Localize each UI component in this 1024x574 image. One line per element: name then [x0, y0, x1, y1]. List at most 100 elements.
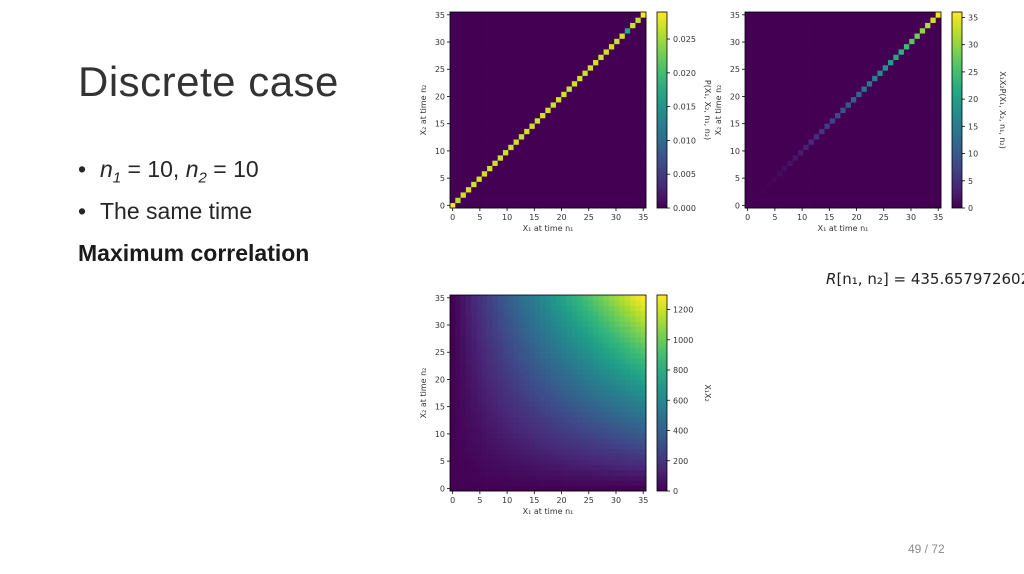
heatmap-cell [450, 379, 456, 386]
heatmap-cell [460, 316, 467, 322]
heatmap-cell [635, 390, 642, 396]
heatmap-cell [487, 202, 493, 209]
heatmap-cell [866, 117, 873, 124]
heatmap-cell [635, 332, 642, 338]
heatmap-cell [471, 459, 477, 465]
heatmap-cell [534, 300, 541, 306]
heatmap-cell [813, 202, 820, 209]
heatmap-cell [566, 12, 573, 18]
heatmap-cell [630, 139, 636, 145]
heatmap-cell [502, 43, 509, 50]
heatmap-cell [771, 27, 778, 34]
heatmap-cell [587, 295, 594, 301]
heatmap-cell [529, 59, 536, 66]
heatmap-cell [561, 139, 567, 145]
heatmap-cell [630, 133, 636, 140]
heatmap-cell [513, 337, 520, 344]
heatmap-cell [540, 176, 546, 182]
heatmap-cell [465, 64, 472, 71]
heatmap-cell [608, 358, 615, 365]
heatmap-cell [513, 80, 520, 87]
heatmap-cell [630, 192, 636, 198]
heatmap-cell [571, 443, 578, 449]
heatmap-cell [497, 33, 504, 39]
heatmap-cell [450, 12, 456, 18]
heatmap-cell [476, 363, 483, 370]
heatmap-cell [630, 395, 636, 402]
heatmap-cell [529, 202, 536, 209]
heatmap-cell [787, 133, 794, 140]
heatmap-cell [877, 102, 884, 108]
heatmap-cell [571, 202, 578, 209]
heatmap-cell [471, 448, 477, 455]
heatmap-cell [540, 49, 546, 55]
heatmap-cell [624, 385, 631, 391]
heatmap-cell [882, 202, 889, 209]
heatmap-cell [534, 464, 541, 471]
heatmap-cell [465, 176, 472, 182]
heatmap-cell [534, 469, 541, 476]
heatmap-cell [903, 139, 910, 145]
heatmap-cell [524, 316, 530, 322]
heatmap-cell [888, 197, 894, 204]
heatmap-cell [640, 59, 647, 66]
heatmap-cell [487, 170, 493, 177]
heatmap-cell [524, 300, 530, 306]
heatmap-cell [540, 432, 546, 439]
heatmap-cell [481, 123, 488, 129]
heatmap-cell [792, 43, 799, 50]
heatmap-cell [829, 117, 836, 124]
heatmap-cell [598, 17, 604, 23]
heatmap-cell [492, 337, 499, 344]
heatmap-cell [481, 406, 488, 412]
heatmap-cell [598, 395, 604, 402]
heatmap-cell [872, 33, 878, 39]
heatmap-cell [771, 123, 778, 129]
heatmap-cell [540, 102, 546, 108]
heatmap-cell [582, 390, 589, 396]
heatmap-cell [745, 160, 751, 166]
heatmap-cell [529, 17, 536, 23]
heatmap-cell [888, 149, 894, 156]
heatmap-cell [502, 385, 509, 391]
heatmap-cell [619, 316, 626, 322]
heatmap-cell [888, 160, 894, 166]
heatmap-cell [608, 369, 615, 375]
heatmap-cell [803, 176, 809, 182]
heatmap-cell [640, 321, 647, 328]
heatmap-cell [555, 464, 562, 471]
heatmap-cell [829, 186, 836, 193]
heatmap-cell [803, 17, 809, 23]
heatmap-cell [619, 453, 626, 460]
heatmap-cell [813, 49, 820, 55]
heatmap-cell [577, 459, 583, 465]
heatmap-cell [529, 411, 536, 418]
heatmap-cell [776, 144, 783, 151]
heatmap-cell [608, 59, 615, 66]
heatmap-cell [782, 155, 788, 161]
heatmap-cell [619, 181, 626, 188]
heatmap-cell [460, 17, 467, 23]
heatmap-cell [835, 128, 841, 135]
heatmap-cell [450, 438, 456, 444]
heatmap-cell [540, 59, 546, 66]
heatmap-cell [898, 59, 905, 66]
heatmap-cell [619, 144, 626, 151]
heatmap-cell [561, 385, 567, 391]
heatmap-cell [471, 128, 477, 135]
heatmap-cell [555, 197, 562, 204]
heatmap-cell [566, 91, 573, 98]
heatmap-cell [566, 202, 573, 209]
heatmap-cell [550, 321, 557, 328]
heatmap-cell [608, 197, 615, 204]
heatmap-cell [524, 395, 530, 402]
x-tick-label: 15 [529, 496, 539, 505]
heatmap-cell [603, 181, 610, 188]
heatmap-cell [582, 133, 589, 140]
heatmap-cell [518, 149, 525, 156]
heatmap-cell [835, 181, 841, 188]
heatmap-cell [476, 181, 483, 188]
heatmap-cell [545, 192, 551, 198]
heatmap-cell [630, 12, 636, 18]
heatmap-cell [561, 123, 567, 129]
